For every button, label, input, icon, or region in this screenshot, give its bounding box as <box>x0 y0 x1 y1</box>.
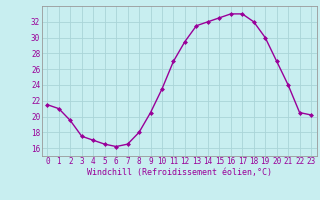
X-axis label: Windchill (Refroidissement éolien,°C): Windchill (Refroidissement éolien,°C) <box>87 168 272 177</box>
